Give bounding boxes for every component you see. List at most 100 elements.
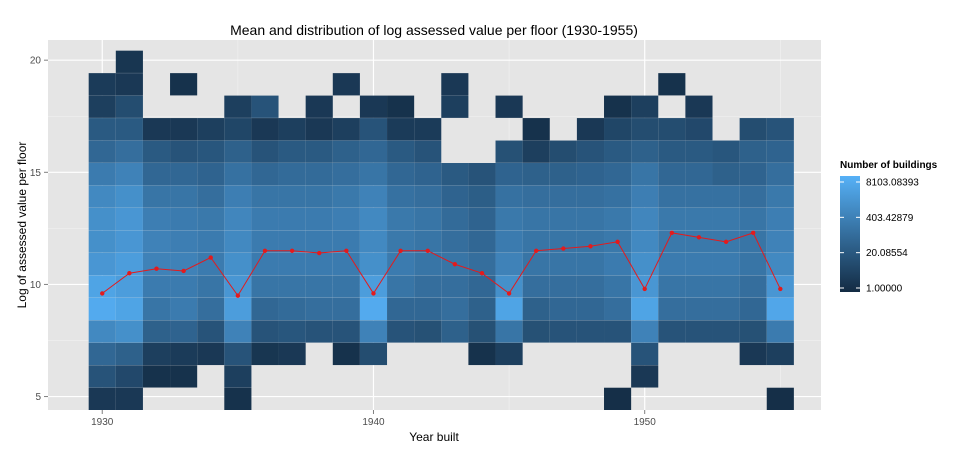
heat-tile [387, 185, 415, 208]
heat-tile [305, 320, 333, 343]
heat-tile [197, 140, 225, 163]
heat-tile [142, 140, 171, 163]
heat-tile [739, 297, 767, 321]
mean-point [669, 230, 675, 236]
heat-tile [414, 118, 442, 141]
mean-point [750, 230, 756, 236]
heat-tile [142, 320, 171, 343]
heat-tile [468, 275, 496, 298]
heat-tile [414, 275, 442, 298]
heat-tile [631, 320, 659, 343]
heat-tile [766, 297, 794, 321]
heat-tile [387, 230, 415, 253]
heat-tile [170, 320, 198, 343]
heat-tile [604, 118, 632, 141]
heat-tile [441, 73, 469, 96]
heat-tile [766, 163, 794, 186]
heat-tile [631, 275, 659, 298]
heat-tile [197, 163, 225, 186]
heat-tile [522, 230, 550, 253]
heat-tile [495, 185, 523, 208]
heat-tile [224, 297, 252, 321]
heat-tile [197, 230, 225, 253]
heat-tile [468, 297, 496, 321]
heat-tile [685, 140, 713, 163]
heat-tile [278, 185, 306, 208]
heat-tile [631, 95, 659, 118]
heat-tile [576, 297, 605, 321]
heat-tile [604, 275, 632, 298]
heat-tile [441, 185, 469, 208]
heat-tile [495, 163, 523, 186]
heat-tile [170, 73, 198, 96]
heat-tile [359, 320, 388, 343]
heat-tile [224, 95, 252, 118]
heat-tile [305, 185, 333, 208]
heat-tile [251, 163, 279, 186]
heat-tile [441, 230, 469, 253]
heat-tile [278, 230, 306, 253]
heat-tile [332, 140, 360, 163]
heat-tile [549, 140, 577, 163]
heat-tile [115, 342, 143, 366]
mean-point [235, 293, 241, 298]
y-tick-label: 15 [30, 168, 42, 179]
heat-tile [197, 118, 225, 141]
heat-tile [685, 118, 713, 141]
heat-tile [88, 230, 116, 253]
mean-point [561, 246, 566, 251]
axes: 1930 1940 1950 5 10 15 20 [30, 56, 656, 428]
heat-tile [522, 252, 550, 276]
heat-tile [224, 342, 252, 366]
heat-tile [359, 185, 388, 208]
heat-tile [278, 163, 306, 186]
heat-tile [305, 163, 333, 186]
heat-tile [604, 140, 632, 163]
heat-tile [305, 118, 333, 141]
heat-tile [197, 185, 225, 208]
heat-tile [251, 252, 279, 276]
heat-tile [685, 230, 713, 253]
heat-tile [766, 118, 794, 141]
heat-tile [685, 320, 713, 343]
heat-tile [576, 185, 605, 208]
heat-tile [387, 207, 415, 231]
heat-tile [576, 320, 605, 343]
heat-tile [549, 275, 577, 298]
heat-tile [712, 297, 740, 321]
heat-tile [251, 342, 279, 366]
mean-point [723, 239, 729, 245]
heat-tile [387, 252, 415, 276]
heat-tile [305, 95, 333, 118]
heat-tile [739, 207, 767, 231]
heat-tile [658, 118, 686, 141]
heat-tile [332, 252, 360, 276]
heat-tile [576, 118, 605, 141]
heat-tile [685, 297, 713, 321]
heat-tile [414, 230, 442, 253]
heat-tile [278, 252, 306, 276]
heat-tile [712, 163, 740, 186]
heat-tile [359, 297, 388, 321]
heat-tile [224, 252, 252, 276]
mean-point [452, 262, 458, 267]
heat-tile [631, 118, 659, 141]
heat-tile [278, 140, 306, 163]
heat-tile [658, 207, 686, 231]
heat-tile [576, 207, 605, 231]
heat-tile [224, 365, 252, 388]
y-tick-label: 20 [30, 56, 42, 67]
heat-tile [224, 387, 252, 410]
mean-point [154, 266, 159, 271]
heat-tile [142, 342, 171, 366]
heat-tile [414, 140, 442, 163]
heat-tile [766, 230, 794, 253]
heat-tile [115, 207, 143, 231]
heat-tile [658, 320, 686, 343]
heat-tile [441, 163, 469, 186]
heat-tile [739, 252, 767, 276]
mean-point [371, 291, 376, 296]
heat-tile [631, 365, 659, 388]
heat-tile [685, 207, 713, 231]
heat-tile [197, 297, 225, 321]
